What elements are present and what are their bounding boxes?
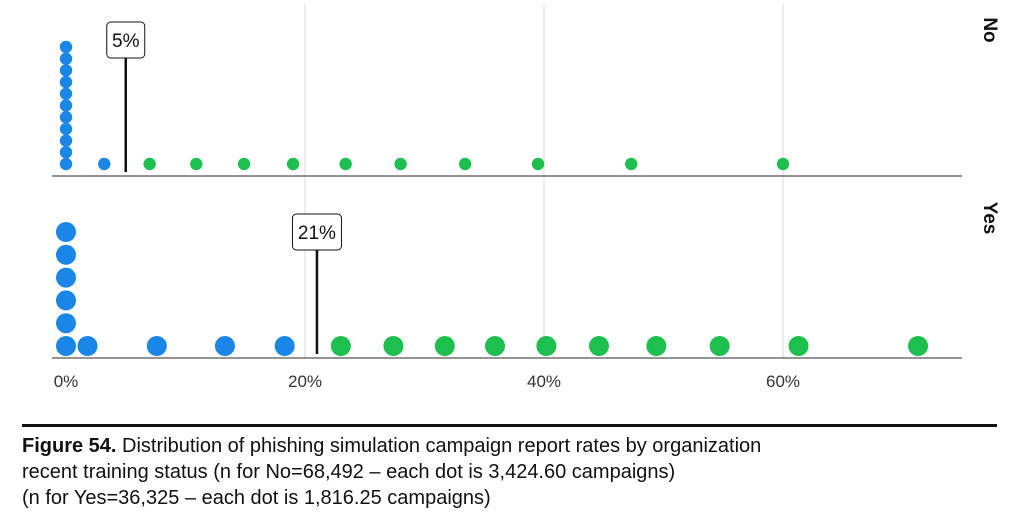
median-label-box: [106, 21, 146, 59]
data-dot: [59, 122, 73, 136]
data-dot: [59, 75, 73, 89]
data-dot: [274, 336, 295, 356]
data-dot: [588, 336, 609, 356]
x-axis: 0% 20% 40% 60%: [52, 175, 962, 391]
data-dot: [56, 267, 76, 288]
data-dot: [646, 336, 667, 356]
data-dot: [59, 99, 73, 112]
median-label: 5%: [112, 31, 140, 52]
data-dot: [383, 336, 404, 356]
gridlines: [304, 4, 784, 358]
data-dot: [531, 157, 545, 171]
data-dot: [625, 157, 638, 171]
data-dot: [59, 64, 73, 77]
data-dot: [146, 336, 167, 356]
data-dot: [59, 157, 73, 171]
data-dot: [458, 157, 472, 171]
data-dot: [394, 157, 407, 171]
caption-line-2: recent training status (n for No=68,492 …: [22, 461, 676, 483]
data-dot: [77, 336, 98, 356]
data-dot: [330, 336, 351, 356]
data-dot: [59, 87, 73, 101]
data-dot: [190, 157, 203, 171]
data-dot: [339, 157, 352, 171]
data-dot: [776, 157, 790, 171]
figure-label: Figure 54.: [22, 435, 117, 457]
data-dot: [536, 336, 557, 356]
data-dot: [56, 244, 76, 265]
x-tick-label: 60%: [766, 372, 800, 391]
data-dot: [59, 146, 73, 159]
data-dot: [56, 290, 76, 311]
data-dot: [98, 157, 111, 171]
data-dot: [59, 111, 73, 124]
facet-label: No: [979, 17, 1000, 42]
facet-label: Yes: [979, 202, 1000, 235]
data-dot: [59, 52, 73, 65]
data-dot: [485, 336, 506, 356]
caption-line-3: (n for Yes=36,325 – each dot is 1,816.25…: [22, 487, 491, 509]
data-dot: [214, 336, 235, 356]
data-dot: [56, 336, 76, 356]
facet-yes: 21% Yes: [56, 202, 1000, 356]
data-dot: [709, 336, 730, 356]
figure-caption: Figure 54. Distribution of phishing simu…: [22, 424, 997, 511]
data-dot: [434, 336, 455, 356]
data-dot: [788, 336, 809, 356]
x-tick-label: 0%: [54, 372, 79, 391]
facet-no: 5% No: [59, 17, 1000, 172]
x-tick-label: 40%: [527, 372, 561, 391]
data-dot: [56, 313, 76, 334]
caption-line-1: Distribution of phishing simulation camp…: [116, 435, 762, 457]
facet-panels: 5% No 21% Yes: [56, 17, 1000, 356]
median-label: 21%: [298, 223, 336, 244]
dot-plot-chart: 5% No 21% Yes 0% 20% 40% 60%: [52, 4, 1000, 391]
median-label-box: [291, 213, 342, 251]
data-dot: [908, 336, 929, 356]
data-dot: [59, 134, 73, 147]
data-dot: [59, 40, 73, 54]
data-dot: [143, 157, 156, 171]
data-dot: [286, 157, 300, 171]
data-dot: [56, 222, 76, 242]
data-dot: [237, 157, 251, 171]
x-tick-label: 20%: [288, 372, 322, 391]
